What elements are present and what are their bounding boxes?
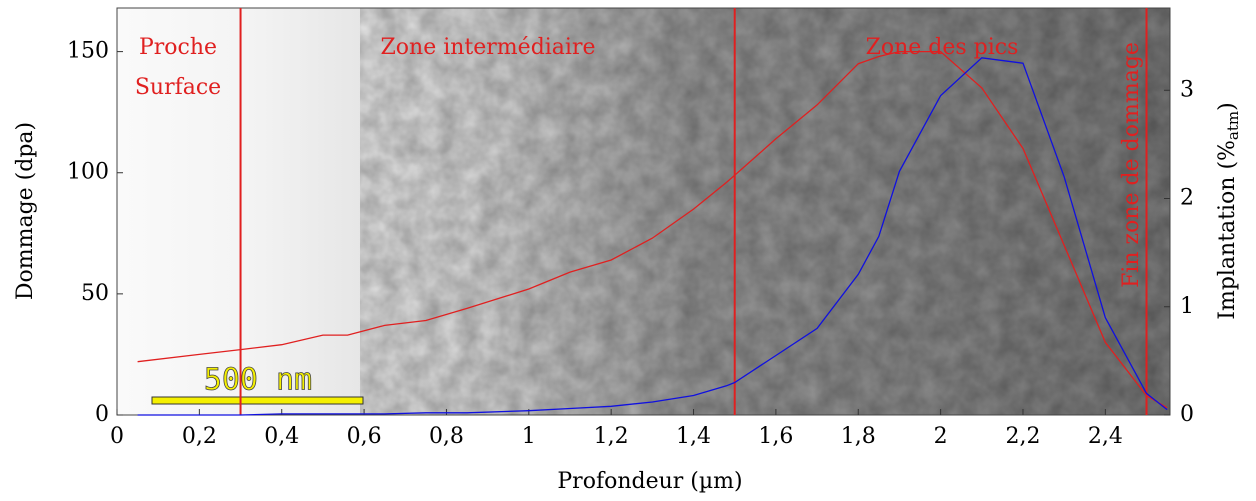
x-tick-label: 0,2 xyxy=(182,424,217,449)
zone-annotation: Proche xyxy=(139,35,217,60)
x-tick-label: 1 xyxy=(522,424,536,449)
x-tick-label: 2,2 xyxy=(1005,424,1040,449)
scale-bar xyxy=(151,396,364,405)
zone-annotation: Surface xyxy=(135,75,221,100)
scale-bar-label: 500 nm xyxy=(204,363,312,398)
y2-label-sub: atm xyxy=(1224,111,1242,140)
micrograph-texture xyxy=(360,8,1170,415)
data-line xyxy=(137,57,1168,416)
y2-tick-label: 0 xyxy=(1180,402,1194,427)
x-tick-label: 1,6 xyxy=(758,424,793,449)
data-line xyxy=(137,50,1168,409)
x-tick-label: 0 xyxy=(110,424,124,449)
x-tick-label: 2 xyxy=(934,424,948,449)
y2-axis-label: Implantation (%atm) xyxy=(1215,102,1242,319)
y-tick-label: 0 xyxy=(95,402,109,427)
x-tick-label: 0,6 xyxy=(347,424,382,449)
plot-frame xyxy=(116,7,1171,416)
x-tick-label: 1,8 xyxy=(841,424,876,449)
x-tick-label: 1,2 xyxy=(594,424,629,449)
x-tick-label: 0,4 xyxy=(264,424,299,449)
y2-tick-label: 3 xyxy=(1180,77,1194,102)
zone-annotation: Zone intermédiaire xyxy=(381,35,596,60)
y-axis-label: Dommage (dpa) xyxy=(13,122,38,300)
x-tick-label: 2,4 xyxy=(1088,424,1123,449)
y2-tick-label: 2 xyxy=(1180,186,1194,211)
x-tick-label: 1,4 xyxy=(676,424,711,449)
y2-label-part: ) xyxy=(1215,102,1240,111)
y-tick-label: 50 xyxy=(81,281,109,306)
y2-tick-label: 1 xyxy=(1180,294,1194,319)
x-axis-label: Profondeur (µm) xyxy=(557,469,742,494)
zone-annotation: Fin zone de dommage xyxy=(1119,42,1144,288)
y-tick-label: 100 xyxy=(67,160,109,185)
x-tick-label: 0,8 xyxy=(429,424,464,449)
y-tick-label: 150 xyxy=(67,39,109,64)
y2-label-part: Implantation (% xyxy=(1215,140,1240,320)
zone-annotation: Zone des pics xyxy=(866,35,1019,60)
